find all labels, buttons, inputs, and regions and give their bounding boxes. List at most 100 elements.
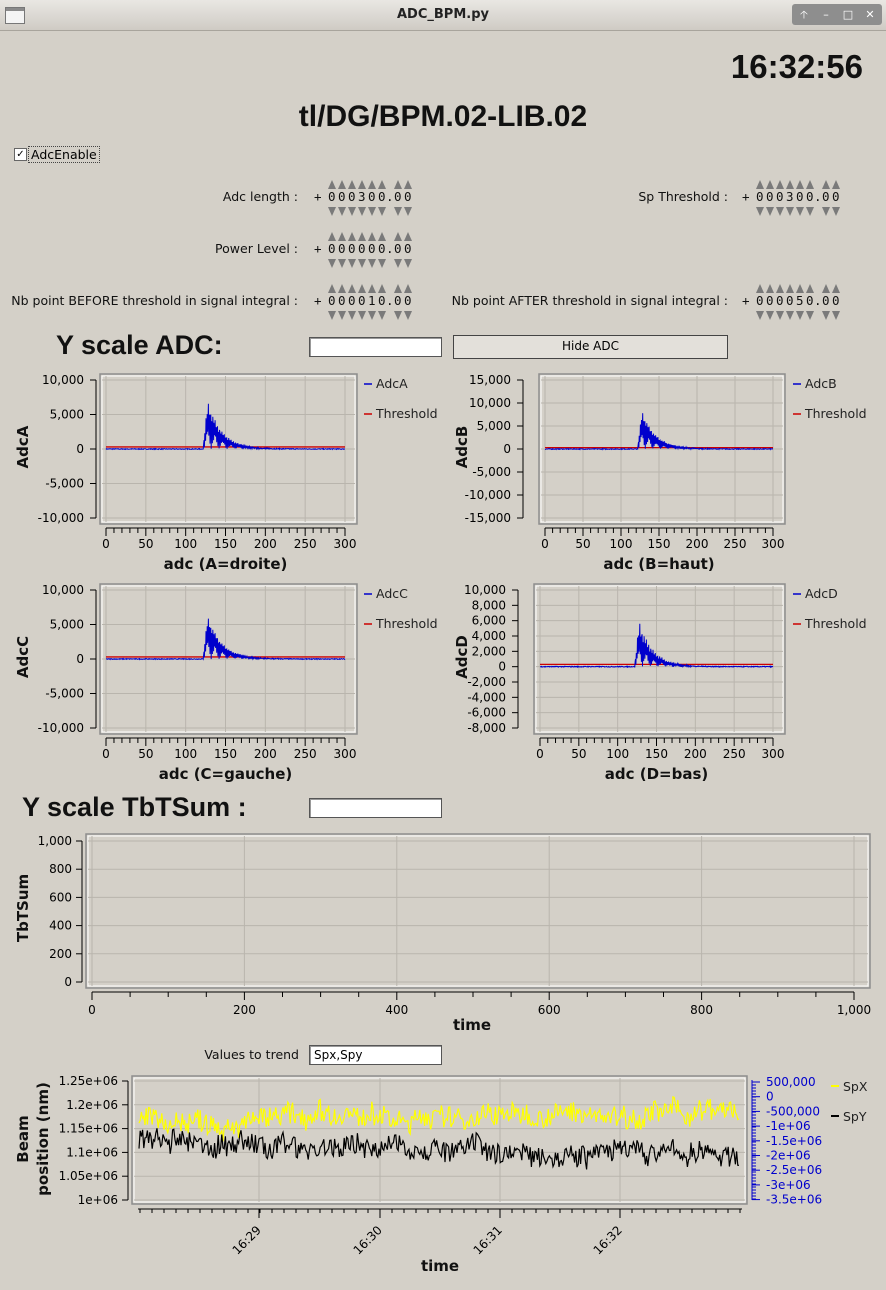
nb-before-wheel[interactable]: +0 0 0 0 1 0. 0 0 xyxy=(314,284,444,320)
adc-enable-checkbox[interactable]: ✓ xyxy=(14,148,27,161)
decrement-arrow-icon[interactable] xyxy=(786,311,794,320)
decrement-arrow-icon[interactable] xyxy=(404,259,412,268)
increment-arrow-icon[interactable] xyxy=(338,284,346,293)
decrement-arrow-icon[interactable] xyxy=(328,259,336,268)
decrement-arrow-icon[interactable] xyxy=(756,311,764,320)
increment-arrow-icon[interactable] xyxy=(786,284,794,293)
maximize-icon[interactable]: □ xyxy=(842,8,854,21)
decrement-arrow-icon[interactable] xyxy=(766,207,774,216)
window-menu-icon[interactable] xyxy=(5,7,25,24)
increment-arrow-icon[interactable] xyxy=(796,284,804,293)
y-tick-label: 1.15e+06 xyxy=(59,1122,118,1136)
decrement-arrow-icon[interactable] xyxy=(756,207,764,216)
increment-arrow-icon[interactable] xyxy=(378,232,386,241)
increment-arrow-icon[interactable] xyxy=(806,180,814,189)
increment-arrow-icon[interactable] xyxy=(832,284,840,293)
increment-arrow-icon[interactable] xyxy=(368,232,376,241)
increment-arrow-icon[interactable] xyxy=(358,284,366,293)
increment-arrow-icon[interactable] xyxy=(776,284,784,293)
increment-arrow-icon[interactable] xyxy=(776,180,784,189)
decrement-arrow-icon[interactable] xyxy=(368,207,376,216)
increment-arrow-icon[interactable] xyxy=(404,284,412,293)
decrement-arrow-icon[interactable] xyxy=(822,311,830,320)
increment-arrow-icon[interactable] xyxy=(338,180,346,189)
decrement-arrow-icon[interactable] xyxy=(338,207,346,216)
trend-input[interactable]: Spx,Spy xyxy=(309,1045,442,1065)
yscale-tbtsum-input[interactable] xyxy=(309,798,442,818)
sp-threshold-wheel[interactable]: +0 0 0 3 0 0. 0 0 xyxy=(742,180,872,216)
close-icon[interactable]: ✕ xyxy=(865,8,875,21)
decrement-arrow-icon[interactable] xyxy=(348,207,356,216)
decrement-arrow-icon[interactable] xyxy=(832,311,840,320)
hide-adc-button[interactable]: Hide ADC xyxy=(453,335,728,359)
increment-arrow-icon[interactable] xyxy=(348,180,356,189)
increment-arrow-icon[interactable] xyxy=(348,232,356,241)
decrement-arrow-icon[interactable] xyxy=(404,311,412,320)
increment-arrow-icon[interactable] xyxy=(404,180,412,189)
decrement-arrow-icon[interactable] xyxy=(394,311,402,320)
decrement-arrow-icon[interactable] xyxy=(358,259,366,268)
decrement-arrow-icon[interactable] xyxy=(822,207,830,216)
increment-arrow-icon[interactable] xyxy=(766,180,774,189)
increment-arrow-icon[interactable] xyxy=(358,232,366,241)
decrement-arrow-icon[interactable] xyxy=(394,259,402,268)
decrement-arrow-icon[interactable] xyxy=(796,311,804,320)
decrement-arrow-icon[interactable] xyxy=(328,311,336,320)
increment-arrow-icon[interactable] xyxy=(328,180,336,189)
nb-after-wheel[interactable]: +0 0 0 0 5 0. 0 0 xyxy=(742,284,872,320)
increment-arrow-icon[interactable] xyxy=(822,180,830,189)
decrement-arrow-icon[interactable] xyxy=(394,207,402,216)
increment-arrow-icon[interactable] xyxy=(832,180,840,189)
increment-arrow-icon[interactable] xyxy=(378,180,386,189)
increment-arrow-icon[interactable] xyxy=(394,284,402,293)
increment-arrow-icon[interactable] xyxy=(378,284,386,293)
arrow-up-icon[interactable]: 🡡 xyxy=(800,8,808,21)
decrement-arrow-icon[interactable] xyxy=(348,311,356,320)
increment-arrow-icon[interactable] xyxy=(368,284,376,293)
increment-arrow-icon[interactable] xyxy=(756,180,764,189)
wheel-digit: 0 xyxy=(378,293,386,308)
decrement-arrow-icon[interactable] xyxy=(806,311,814,320)
increment-arrow-icon[interactable] xyxy=(358,180,366,189)
increment-arrow-icon[interactable] xyxy=(756,284,764,293)
decrement-arrow-icon[interactable] xyxy=(404,207,412,216)
decrement-arrow-icon[interactable] xyxy=(796,207,804,216)
decrement-arrow-icon[interactable] xyxy=(378,259,386,268)
decrement-arrow-icon[interactable] xyxy=(368,311,376,320)
increment-arrow-icon[interactable] xyxy=(328,284,336,293)
decrement-arrow-icon[interactable] xyxy=(348,259,356,268)
decrement-arrow-icon[interactable] xyxy=(338,259,346,268)
increment-arrow-icon[interactable] xyxy=(394,180,402,189)
decrement-arrow-icon[interactable] xyxy=(776,311,784,320)
x-tick-label: 400 xyxy=(385,1003,408,1017)
decrement-arrow-icon[interactable] xyxy=(766,311,774,320)
minimize-icon[interactable]: – xyxy=(823,8,829,21)
decrement-arrow-icon[interactable] xyxy=(378,311,386,320)
increment-arrow-icon[interactable] xyxy=(368,180,376,189)
increment-arrow-icon[interactable] xyxy=(338,232,346,241)
increment-arrow-icon[interactable] xyxy=(394,232,402,241)
decrement-arrow-icon[interactable] xyxy=(358,207,366,216)
increment-arrow-icon[interactable] xyxy=(822,284,830,293)
decrement-arrow-icon[interactable] xyxy=(786,207,794,216)
adc-enable-label[interactable]: AdcEnable xyxy=(28,146,100,163)
wheel-digit: 0 xyxy=(358,293,366,308)
yscale-adc-input[interactable] xyxy=(309,337,442,357)
decrement-arrow-icon[interactable] xyxy=(358,311,366,320)
decrement-arrow-icon[interactable] xyxy=(378,207,386,216)
increment-arrow-icon[interactable] xyxy=(796,180,804,189)
power-level-wheel[interactable]: +0 0 0 0 0 0. 0 0 xyxy=(314,232,444,268)
decrement-arrow-icon[interactable] xyxy=(338,311,346,320)
decrement-arrow-icon[interactable] xyxy=(832,207,840,216)
decrement-arrow-icon[interactable] xyxy=(776,207,784,216)
increment-arrow-icon[interactable] xyxy=(328,232,336,241)
decrement-arrow-icon[interactable] xyxy=(368,259,376,268)
adc-length-wheel[interactable]: +0 0 0 3 0 0. 0 0 xyxy=(314,180,444,216)
decrement-arrow-icon[interactable] xyxy=(328,207,336,216)
increment-arrow-icon[interactable] xyxy=(786,180,794,189)
increment-arrow-icon[interactable] xyxy=(404,232,412,241)
increment-arrow-icon[interactable] xyxy=(766,284,774,293)
increment-arrow-icon[interactable] xyxy=(348,284,356,293)
decrement-arrow-icon[interactable] xyxy=(806,207,814,216)
increment-arrow-icon[interactable] xyxy=(806,284,814,293)
